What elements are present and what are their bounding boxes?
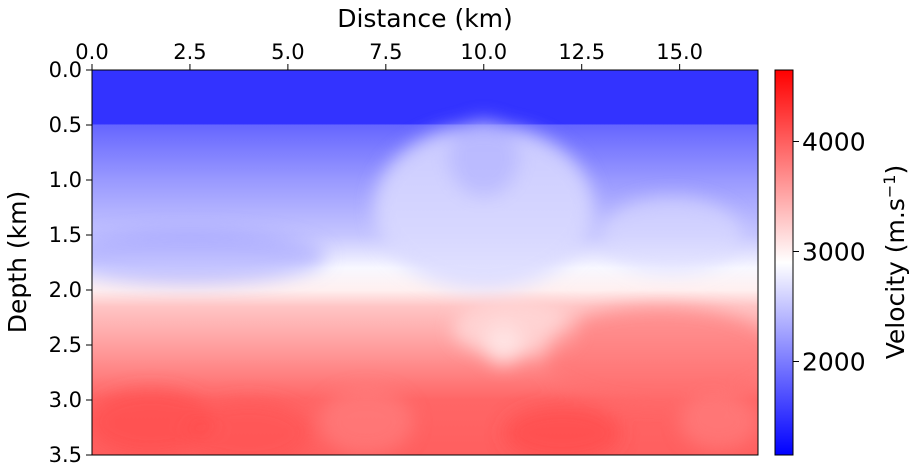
velocity-anomaly	[92, 229, 328, 285]
velocity-anomaly	[601, 196, 743, 274]
velocity-anomaly	[448, 119, 520, 197]
y-axis-title: Depth (km)	[3, 191, 32, 333]
velocity-anomaly	[319, 389, 414, 455]
velocity-anomaly	[186, 400, 312, 455]
velocity-anomaly	[374, 125, 594, 290]
colorbar-axis: 2000 3000 4000	[793, 128, 866, 377]
y-tick-label: 2.5	[49, 333, 82, 357]
colorbar-title-superscript: −1	[880, 175, 899, 199]
colorbar-title-text: Velocity (m.s	[881, 198, 910, 359]
y-axis-left: 0.0 0.5 1.0 1.5 2.0 2.5 3.0 3.5	[49, 58, 92, 467]
x-axis-title: Distance (km)	[337, 4, 513, 33]
y-tick-label: 0.5	[49, 113, 82, 137]
x-tick-label: 2.5	[173, 40, 206, 64]
plot-frame	[91, 69, 759, 456]
velocity-anomalies	[92, 119, 758, 455]
velocity-anomaly	[503, 405, 621, 455]
y-tick-label: 0.0	[49, 58, 82, 82]
y-tick-label: 2.0	[49, 278, 82, 302]
colorbar-tick-label: 3000	[802, 238, 866, 267]
y-tick-label: 3.5	[49, 443, 82, 467]
x-tick-label: 10.0	[460, 40, 507, 64]
colorbar-tick-label: 4000	[802, 128, 866, 157]
velocity-anomaly	[483, 325, 523, 365]
colorbar-title: Velocity (m.s−1)	[880, 165, 910, 359]
velocity-anomaly	[92, 389, 214, 455]
x-tick-label: 7.5	[369, 40, 402, 64]
colorbar	[774, 69, 794, 456]
velocity-anomaly	[679, 394, 758, 450]
velocity-heatmap	[92, 70, 758, 455]
y-tick-label: 1.0	[49, 168, 82, 192]
x-tick-label: 12.5	[558, 40, 605, 64]
x-tick-label: 0.0	[75, 40, 108, 64]
velocity-anomaly	[542, 306, 758, 406]
x-tick-label: 15.0	[656, 40, 703, 64]
velocity-anomaly	[452, 301, 578, 356]
colorbar-title-end: )	[881, 165, 910, 175]
colorbar-tick-label: 2000	[802, 348, 866, 377]
x-tick-label: 5.0	[271, 40, 304, 64]
y-tick-label: 1.5	[49, 223, 82, 247]
x-axis-top: 0.0 2.5 5.0 7.5 10.0 12.5 15.0	[75, 40, 703, 70]
y-tick-label: 3.0	[49, 388, 82, 412]
